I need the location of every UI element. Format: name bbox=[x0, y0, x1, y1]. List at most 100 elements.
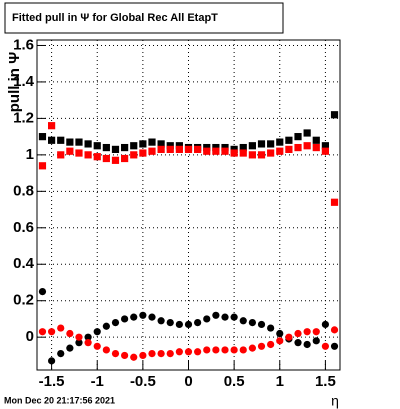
point bbox=[139, 149, 147, 157]
point bbox=[48, 357, 56, 365]
point bbox=[121, 143, 129, 152]
point bbox=[148, 138, 156, 146]
plot-frame bbox=[36, 39, 341, 371]
point bbox=[157, 140, 165, 148]
point bbox=[303, 340, 311, 349]
point bbox=[276, 138, 284, 146]
point bbox=[66, 147, 74, 155]
y-tick-label: 0 bbox=[26, 328, 34, 345]
point bbox=[239, 149, 247, 157]
point bbox=[102, 322, 110, 330]
point bbox=[294, 329, 302, 338]
point bbox=[312, 328, 320, 336]
point bbox=[175, 142, 183, 150]
point bbox=[203, 315, 211, 323]
point bbox=[321, 142, 329, 150]
point bbox=[294, 133, 302, 141]
point bbox=[267, 324, 275, 332]
point bbox=[312, 143, 320, 152]
point bbox=[221, 147, 229, 155]
x-axis-label: η bbox=[331, 393, 339, 409]
y-tick-label: 0.4 bbox=[13, 255, 35, 272]
point bbox=[75, 138, 83, 146]
point bbox=[303, 129, 311, 137]
point bbox=[130, 142, 138, 150]
point bbox=[157, 145, 165, 153]
y-axis-label: pull in Ψ bbox=[6, 52, 23, 112]
y-tick-label: 1.2 bbox=[13, 109, 34, 126]
point bbox=[166, 145, 174, 153]
point bbox=[84, 339, 92, 347]
point bbox=[248, 151, 256, 159]
y-tick-label: 0.2 bbox=[13, 292, 34, 309]
point bbox=[111, 156, 120, 164]
point bbox=[194, 348, 202, 356]
x-tick-label: -0.5 bbox=[130, 373, 156, 390]
point bbox=[93, 342, 101, 350]
point bbox=[66, 138, 74, 146]
point bbox=[157, 317, 165, 325]
point bbox=[285, 145, 293, 153]
point bbox=[121, 315, 129, 323]
point bbox=[248, 142, 256, 150]
point bbox=[221, 346, 229, 354]
point bbox=[148, 349, 156, 358]
point bbox=[257, 342, 266, 350]
point bbox=[194, 145, 202, 153]
point bbox=[312, 136, 320, 144]
point bbox=[303, 328, 311, 336]
point bbox=[230, 149, 238, 157]
point bbox=[230, 145, 238, 153]
point bbox=[166, 349, 174, 358]
point bbox=[203, 346, 211, 354]
point bbox=[66, 329, 74, 338]
point bbox=[38, 288, 47, 296]
point bbox=[212, 311, 220, 319]
point bbox=[276, 337, 284, 345]
point bbox=[285, 136, 293, 144]
point bbox=[93, 153, 101, 161]
point bbox=[102, 154, 110, 163]
x-tick-label: -1.5 bbox=[39, 373, 65, 390]
point bbox=[285, 333, 293, 341]
point bbox=[330, 111, 339, 119]
point bbox=[84, 333, 92, 341]
point bbox=[130, 313, 138, 321]
point bbox=[321, 147, 329, 155]
point bbox=[75, 149, 83, 157]
point bbox=[203, 143, 211, 152]
point bbox=[102, 143, 110, 152]
point bbox=[148, 313, 156, 321]
point bbox=[38, 162, 47, 170]
point bbox=[312, 337, 320, 345]
x-tick-label: 0 bbox=[184, 373, 192, 390]
point bbox=[203, 147, 211, 155]
x-tick-label: 1 bbox=[276, 373, 284, 390]
point bbox=[184, 320, 193, 329]
point bbox=[38, 133, 47, 141]
point bbox=[239, 143, 247, 152]
point bbox=[212, 147, 220, 155]
point bbox=[139, 140, 147, 148]
point bbox=[212, 143, 220, 152]
point bbox=[175, 145, 183, 153]
point bbox=[66, 344, 74, 352]
y-tick-label: 0.6 bbox=[13, 219, 34, 236]
point bbox=[294, 143, 302, 152]
y-tick-label: 1.6 bbox=[13, 36, 34, 53]
y-tick-label: 1.4 bbox=[13, 73, 35, 90]
point bbox=[239, 317, 247, 325]
title-box bbox=[4, 2, 284, 34]
point bbox=[93, 142, 101, 150]
point bbox=[111, 318, 120, 327]
point bbox=[330, 342, 339, 350]
point bbox=[175, 320, 183, 329]
point bbox=[84, 140, 92, 148]
point bbox=[221, 143, 229, 152]
point bbox=[93, 328, 101, 336]
x-tick-label: 0.5 bbox=[224, 373, 245, 390]
point bbox=[102, 346, 110, 354]
point bbox=[257, 140, 266, 148]
point bbox=[239, 346, 247, 354]
point bbox=[130, 353, 138, 361]
